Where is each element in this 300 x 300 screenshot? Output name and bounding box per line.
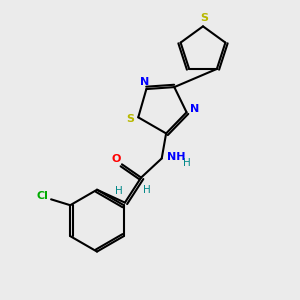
Text: NH: NH	[167, 152, 185, 162]
Text: N: N	[140, 77, 149, 87]
Text: H: H	[183, 158, 190, 168]
Text: H: H	[115, 186, 123, 197]
Text: H: H	[142, 185, 150, 195]
Text: S: S	[126, 114, 134, 124]
Text: S: S	[200, 13, 208, 23]
Text: N: N	[190, 104, 200, 114]
Text: O: O	[111, 154, 121, 164]
Text: Cl: Cl	[36, 191, 48, 201]
